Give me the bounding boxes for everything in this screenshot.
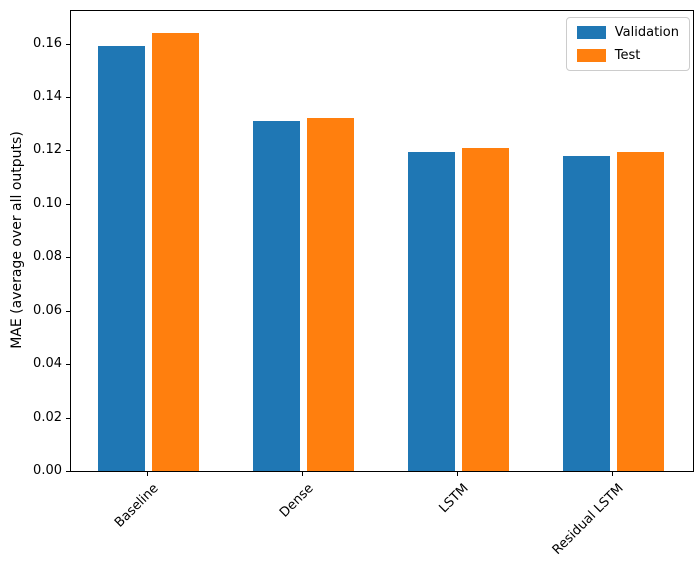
x-tick-label-residual-lstm: Residual LSTM — [550, 481, 700, 558]
y-tick-mark-0.04 — [66, 364, 70, 365]
x-tick-label-lstm: LSTM — [436, 481, 496, 516]
y-tick-mark-0.06 — [66, 311, 70, 312]
bar-validation-dense — [252, 121, 300, 471]
y-tick-label-0.04: 0.04 — [33, 356, 62, 371]
y-tick-mark-0.10 — [66, 204, 70, 205]
x-tick-label-text: Dense — [276, 481, 317, 521]
x-tick-mark-baseline — [147, 472, 148, 476]
y-axis-label: MAE (average over all outputs) — [9, 131, 25, 349]
bar-test-residual-lstm — [616, 152, 664, 471]
bar-test-baseline — [151, 33, 199, 471]
y-tick-label-0.00: 0.00 — [33, 463, 62, 478]
bar-validation-baseline — [97, 46, 145, 471]
y-tick-label-0.06: 0.06 — [33, 303, 62, 318]
bar-test-lstm — [461, 148, 509, 471]
legend-label-validation: Validation — [614, 25, 679, 40]
x-tick-label-dense: Dense — [277, 481, 347, 521]
y-tick-label-0.14: 0.14 — [33, 89, 62, 104]
plot-area: Validation Test — [70, 10, 694, 472]
y-tick-label-0.02: 0.02 — [33, 410, 62, 425]
y-tick-label-0.12: 0.12 — [33, 142, 62, 157]
y-tick-label-0.08: 0.08 — [33, 249, 62, 264]
y-tick-mark-0.12 — [66, 150, 70, 151]
y-tick-mark-0.08 — [66, 257, 70, 258]
legend-item-test: Test — [576, 48, 679, 63]
bar-validation-residual-lstm — [562, 156, 610, 471]
x-tick-label-text: Residual LSTM — [549, 481, 627, 558]
legend: Validation Test — [565, 17, 690, 71]
bar-validation-lstm — [407, 152, 455, 471]
legend-label-test: Test — [614, 48, 641, 63]
x-tick-label-baseline: Baseline — [112, 481, 206, 531]
y-tick-mark-0.16 — [66, 44, 70, 45]
legend-swatch-validation — [576, 26, 606, 39]
bar-test-dense — [306, 118, 354, 471]
y-tick-mark-0.14 — [66, 97, 70, 98]
x-tick-label-text: Baseline — [112, 481, 162, 531]
x-tick-mark-residual-lstm — [612, 472, 613, 476]
y-tick-label-0.10: 0.10 — [33, 196, 62, 211]
x-tick-mark-dense — [302, 472, 303, 476]
y-tick-label-0.16: 0.16 — [33, 36, 62, 51]
legend-item-validation: Validation — [576, 25, 679, 40]
y-tick-mark-0.02 — [66, 418, 70, 419]
x-tick-mark-lstm — [457, 472, 458, 476]
legend-swatch-test — [576, 49, 606, 62]
x-tick-label-text: LSTM — [436, 481, 472, 517]
y-tick-mark-0.00 — [66, 471, 70, 472]
